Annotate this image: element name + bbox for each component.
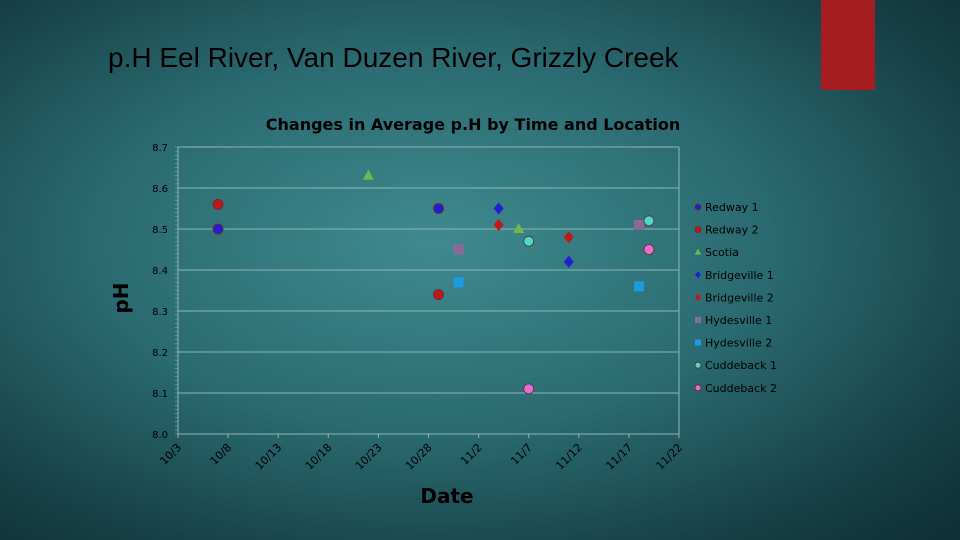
x-tick-label: 10/3 [157, 441, 184, 468]
legend-marker [694, 361, 702, 369]
x-tick-label: 11/17 [603, 441, 635, 473]
legend-marker [695, 317, 701, 323]
x-tick-label: 10/13 [253, 441, 285, 473]
data-point [523, 383, 535, 395]
x-tick-label: 11/2 [458, 441, 485, 468]
red-accent-bar [821, 0, 875, 90]
data-point [212, 198, 224, 210]
data-point [633, 281, 644, 292]
y-tick-label: 8.2 [152, 348, 168, 359]
legend-entry: Hydesville 2 [705, 337, 772, 350]
data-point [453, 244, 464, 255]
legend-entry: Cuddeback 2 [705, 382, 777, 395]
data-point [633, 219, 644, 230]
y-tick-label: 8.1 [152, 389, 168, 400]
legend-marker [694, 203, 702, 211]
data-point [563, 255, 574, 268]
legend-entry: Redway 1 [705, 201, 759, 214]
x-tick-label: 11/12 [553, 441, 585, 473]
y-tick-label: 8.3 [152, 307, 168, 318]
x-tick-label: 11/22 [654, 441, 686, 473]
legend-marker [695, 293, 701, 301]
x-tick-label: 10/18 [303, 441, 335, 473]
data-point [453, 277, 464, 288]
legend-entry: Cuddeback 1 [705, 359, 777, 372]
x-tick-label: 11/7 [508, 441, 535, 468]
data-point [643, 215, 655, 227]
legend-marker [694, 226, 702, 234]
data-point [362, 169, 374, 180]
y-tick-label: 8.5 [152, 225, 168, 236]
chart-title: Changes in Average p.H by Time and Locat… [266, 115, 680, 134]
legend-marker [694, 248, 702, 255]
legend-marker [694, 384, 702, 392]
x-tick-label: 10/28 [403, 441, 435, 473]
data-point [643, 244, 655, 255]
y-tick-label: 8.0 [152, 430, 168, 441]
x-tick-label: 10/8 [208, 441, 235, 468]
legend-entry: Redway 2 [705, 224, 759, 237]
legend-marker [695, 339, 701, 346]
legend-entry: Hydesville 1 [705, 314, 772, 327]
legend-marker [695, 271, 701, 279]
y-tick-label: 8.4 [152, 266, 168, 277]
x-axis-label: Date [420, 484, 473, 508]
data-point [212, 223, 224, 235]
x-tick-label: 10/23 [353, 441, 385, 473]
data-point [493, 202, 504, 215]
legend-entry: Bridgeville 1 [705, 269, 774, 282]
slide-title: p.H Eel River, Van Duzen River, Grizzly … [108, 42, 679, 73]
legend-entry: Scotia [705, 246, 739, 259]
legend-entry: Bridgeville 2 [705, 291, 774, 304]
y-axis-label: pH [109, 282, 133, 313]
y-tick-label: 8.6 [152, 184, 168, 195]
data-point [433, 289, 444, 301]
data-point [513, 223, 525, 233]
y-tick-label: 8.7 [152, 143, 168, 154]
data-point [523, 235, 535, 247]
data-point [433, 203, 444, 214]
data-point [563, 231, 574, 244]
data-point [493, 218, 504, 231]
